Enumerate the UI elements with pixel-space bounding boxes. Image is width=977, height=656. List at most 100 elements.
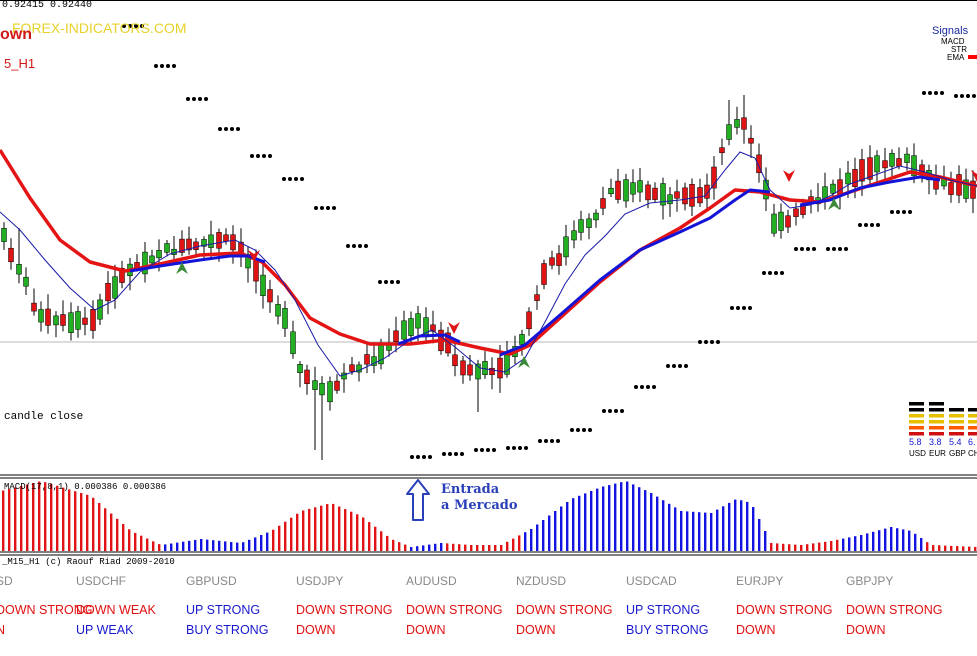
stop-dot xyxy=(160,64,164,68)
macd-bar xyxy=(728,502,731,551)
macd-bar xyxy=(74,491,77,551)
stop-dot xyxy=(492,448,496,452)
sell-arrow-icon xyxy=(783,170,795,182)
candle-body xyxy=(201,239,207,247)
stop-dot xyxy=(268,154,272,158)
macd-bar xyxy=(326,504,329,551)
pair-name: USDCAD xyxy=(626,574,677,588)
currency-strength-meter xyxy=(909,402,977,436)
candle-body xyxy=(948,182,954,195)
macd-bar xyxy=(602,486,605,551)
macd-bar xyxy=(698,512,701,551)
macd-bar xyxy=(746,501,749,551)
stop-dot xyxy=(570,428,574,432)
stop-dot xyxy=(550,439,554,443)
candle-body xyxy=(282,308,288,329)
candle-body xyxy=(593,212,599,221)
macd-bar xyxy=(668,503,671,551)
macd-bar xyxy=(734,499,737,551)
candle-body xyxy=(667,194,673,205)
pair-name: USDCHF xyxy=(76,574,126,588)
candle-body xyxy=(23,276,29,287)
pair-name: EURJPY xyxy=(736,574,784,588)
pair-name: GBPJPY xyxy=(846,574,894,588)
macd-bar xyxy=(932,545,935,551)
meter-bar xyxy=(929,426,944,430)
pair-strength-status: DOWN STRONG xyxy=(736,603,833,617)
macd-bar xyxy=(866,533,869,551)
stop-dot xyxy=(218,127,222,131)
macd-bar xyxy=(794,544,797,551)
stop-dot xyxy=(582,428,586,432)
candle-body xyxy=(112,276,118,299)
macd-bar xyxy=(554,511,557,551)
candle-body xyxy=(334,380,340,391)
stop-dot xyxy=(844,247,848,251)
candle-body xyxy=(401,320,407,340)
signal-arrows-layer xyxy=(176,170,977,368)
candle-body xyxy=(208,234,214,248)
macd-bar xyxy=(2,490,5,551)
candle-body xyxy=(193,241,199,250)
macd-bar xyxy=(206,539,209,551)
macd-bar xyxy=(956,546,959,551)
candle-body xyxy=(867,157,873,180)
candle-body xyxy=(882,160,888,169)
candle-body xyxy=(674,191,680,199)
signal-str-label: STR xyxy=(951,45,967,54)
candle-body xyxy=(230,234,236,251)
macd-bar xyxy=(950,545,953,551)
candle-body xyxy=(267,289,273,303)
stop-dot xyxy=(620,409,624,413)
macd-bar xyxy=(284,521,287,551)
pair-strength-status: DOWN STRONG xyxy=(846,603,943,617)
meter-bar xyxy=(909,408,924,412)
candle-body xyxy=(660,183,666,206)
macd-bar xyxy=(590,491,593,551)
candle-body xyxy=(519,334,525,345)
candle-body xyxy=(534,294,540,301)
macd-bar xyxy=(8,489,11,551)
pair-name: USDJPY xyxy=(296,574,344,588)
candle-body xyxy=(97,299,103,320)
macd-bar xyxy=(122,524,125,551)
stop-dot xyxy=(646,385,650,389)
candle-body xyxy=(704,184,710,199)
candle-body xyxy=(623,179,629,202)
macd-bar xyxy=(218,540,221,551)
stop-dot xyxy=(736,306,740,310)
macd-bar xyxy=(524,532,527,551)
macd-bar xyxy=(500,545,503,551)
stop-dot xyxy=(826,247,830,251)
stop-dot xyxy=(966,94,970,98)
macd-bar xyxy=(116,518,119,552)
stop-dot xyxy=(524,446,528,450)
candle-body xyxy=(748,137,754,144)
candle-body xyxy=(859,159,865,182)
stop-dot xyxy=(140,24,144,28)
meter-bar xyxy=(949,426,964,430)
macd-bar xyxy=(230,542,233,551)
macd-bar xyxy=(140,535,143,551)
candle-body xyxy=(408,318,414,336)
meter-bar xyxy=(909,426,924,430)
candle-body xyxy=(615,180,621,200)
timeframe-label: 5_H1 xyxy=(4,56,36,71)
stop-dot xyxy=(774,271,778,275)
buy-arrow-icon xyxy=(828,198,840,210)
macd-bar xyxy=(578,495,581,551)
macd-bar xyxy=(542,520,545,551)
macd-bar xyxy=(830,541,833,551)
stop-dot xyxy=(832,247,836,251)
stop-dot xyxy=(908,210,912,214)
stop-dot xyxy=(794,247,798,251)
stop-dot xyxy=(460,452,464,456)
macd-bar xyxy=(860,535,863,551)
candle-body xyxy=(489,367,495,375)
candle-body xyxy=(297,364,303,373)
stop-dot xyxy=(608,409,612,413)
stop-dot xyxy=(902,210,906,214)
macd-bar xyxy=(236,542,239,551)
